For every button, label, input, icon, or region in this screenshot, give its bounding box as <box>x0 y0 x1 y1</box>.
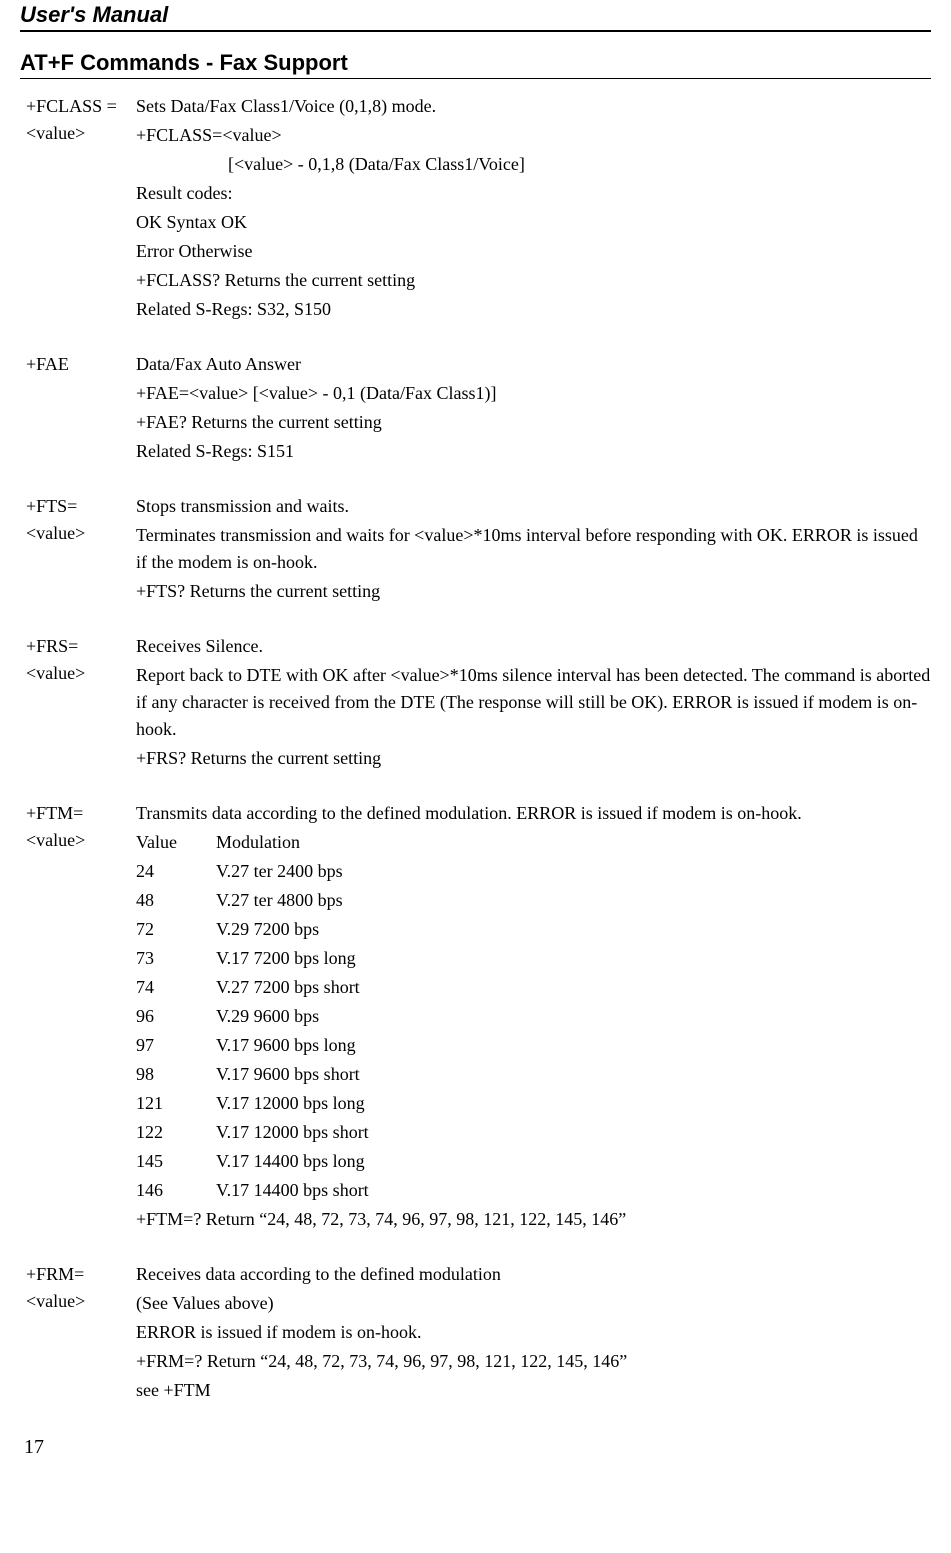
modulation-row: 24V.27 ter 2400 bps <box>136 858 931 885</box>
command-name: +FRS= <value> <box>20 633 136 774</box>
modulation-label: V.27 ter 2400 bps <box>216 858 931 885</box>
command-description: Data/Fax Auto Answer+FAE=<value> [<value… <box>136 351 931 467</box>
modulation-label-header: Modulation <box>216 829 931 856</box>
modulation-label: V.29 7200 bps <box>216 916 931 943</box>
modulation-value: 98 <box>136 1061 216 1088</box>
description-line: see +FTM <box>136 1377 931 1404</box>
section-title: AT+F Commands - Fax Support <box>20 50 931 79</box>
description-line: Data/Fax Auto Answer <box>136 351 931 378</box>
modulation-value: 97 <box>136 1032 216 1059</box>
command-description: Receives data according to the defined m… <box>136 1261 931 1406</box>
command-entry: +FTS= <value>Stops transmission and wait… <box>20 493 931 607</box>
modulation-label: V.17 7200 bps long <box>216 945 931 972</box>
description-line: Related S-Regs: S151 <box>136 438 931 465</box>
description-line: (See Values above) <box>136 1290 931 1317</box>
command-entry: +FCLASS =<value>Sets Data/Fax Class1/Voi… <box>20 93 931 325</box>
description-line: Terminates transmission and waits for <v… <box>136 522 931 576</box>
description-line: Receives data according to the defined m… <box>136 1261 931 1288</box>
modulation-row: 121V.17 12000 bps long <box>136 1090 931 1117</box>
modulation-label: V.17 9600 bps short <box>216 1061 931 1088</box>
description-line: [<value> - 0,1,8 (Data/Fax Class1/Voice] <box>136 151 931 178</box>
modulation-label: V.17 12000 bps short <box>216 1119 931 1146</box>
command-name: +FTS= <value> <box>20 493 136 607</box>
command-entry: +FAE Data/Fax Auto Answer+FAE=<value> [<… <box>20 351 931 467</box>
modulation-value: 122 <box>136 1119 216 1146</box>
description-line: +FAE? Returns the current setting <box>136 409 931 436</box>
modulation-row: 48V.27 ter 4800 bps <box>136 887 931 914</box>
modulation-row: 145V.17 14400 bps long <box>136 1148 931 1175</box>
description-line: Error Otherwise <box>136 238 931 265</box>
command-description: Stops transmission and waits.Terminates … <box>136 493 931 607</box>
modulation-label: V.17 14400 bps long <box>216 1148 931 1175</box>
modulation-row: 146V.17 14400 bps short <box>136 1177 931 1204</box>
modulation-value: 72 <box>136 916 216 943</box>
manual-header: User's Manual <box>20 0 931 32</box>
description-line: +FAE=<value> [<value> - 0,1 (Data/Fax Cl… <box>136 380 931 407</box>
description-line: ERROR is issued if modem is on-hook. <box>136 1319 931 1346</box>
modulation-label: V.27 7200 bps short <box>216 974 931 1001</box>
modulation-row: 74V.27 7200 bps short <box>136 974 931 1001</box>
command-name: +FTM= <value> <box>20 800 136 1235</box>
description-line: Related S-Regs: S32, S150 <box>136 296 931 323</box>
modulation-label: V.17 14400 bps short <box>216 1177 931 1204</box>
modulation-label: V.27 ter 4800 bps <box>216 887 931 914</box>
modulation-label: V.29 9600 bps <box>216 1003 931 1030</box>
modulation-value-header: Value <box>136 829 216 856</box>
description-line: +FRM=? Return “24, 48, 72, 73, 74, 96, 9… <box>136 1348 931 1375</box>
command-name: +FRM= <value> <box>20 1261 136 1406</box>
page-number: 17 <box>20 1436 931 1459</box>
entries-container: +FCLASS =<value>Sets Data/Fax Class1/Voi… <box>20 93 931 1406</box>
description-line: +FTM=? Return “24, 48, 72, 73, 74, 96, 9… <box>136 1206 931 1233</box>
command-entry: +FRS= <value>Receives Silence.Report bac… <box>20 633 931 774</box>
description-line: Report back to DTE with OK after <value>… <box>136 662 931 743</box>
command-description: Sets Data/Fax Class1/Voice (0,1,8) mode.… <box>136 93 931 325</box>
command-description: Receives Silence.Report back to DTE with… <box>136 633 931 774</box>
command-entry: +FRM= <value>Receives data according to … <box>20 1261 931 1406</box>
description-line: OK Syntax OK <box>136 209 931 236</box>
description-line: +FTS? Returns the current setting <box>136 578 931 605</box>
modulation-value: 96 <box>136 1003 216 1030</box>
description-line: Transmits data according to the defined … <box>136 800 931 827</box>
modulation-value: 146 <box>136 1177 216 1204</box>
modulation-row: 73V.17 7200 bps long <box>136 945 931 972</box>
modulation-value: 24 <box>136 858 216 885</box>
description-line: Sets Data/Fax Class1/Voice (0,1,8) mode. <box>136 93 931 120</box>
modulation-label: V.17 9600 bps long <box>216 1032 931 1059</box>
description-line: +FCLASS? Returns the current setting <box>136 267 931 294</box>
description-line: Stops transmission and waits. <box>136 493 931 520</box>
modulation-row: 122V.17 12000 bps short <box>136 1119 931 1146</box>
command-name: +FCLASS =<value> <box>20 93 136 325</box>
modulation-row: 97V.17 9600 bps long <box>136 1032 931 1059</box>
description-line: +FCLASS=<value> <box>136 122 931 149</box>
modulation-value: 74 <box>136 974 216 1001</box>
modulation-label: V.17 12000 bps long <box>216 1090 931 1117</box>
description-line: +FRS? Returns the current setting <box>136 745 931 772</box>
modulation-row: 72V.29 7200 bps <box>136 916 931 943</box>
description-line: Receives Silence. <box>136 633 931 660</box>
command-entry: +FTM= <value>Transmits data according to… <box>20 800 931 1235</box>
modulation-header: ValueModulation <box>136 829 931 856</box>
command-description: Transmits data according to the defined … <box>136 800 931 1235</box>
description-line: Result codes: <box>136 180 931 207</box>
modulation-value: 121 <box>136 1090 216 1117</box>
modulation-row: 96V.29 9600 bps <box>136 1003 931 1030</box>
modulation-value: 73 <box>136 945 216 972</box>
modulation-value: 145 <box>136 1148 216 1175</box>
command-name: +FAE <box>20 351 136 467</box>
modulation-value: 48 <box>136 887 216 914</box>
modulation-row: 98V.17 9600 bps short <box>136 1061 931 1088</box>
